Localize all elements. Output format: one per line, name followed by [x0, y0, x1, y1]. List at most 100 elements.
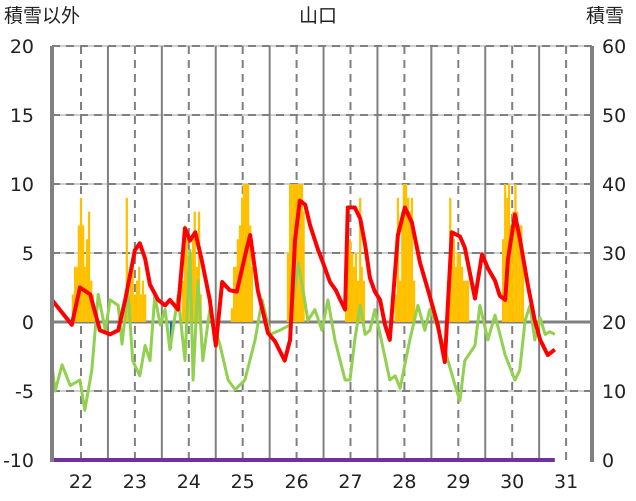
precip-bar [354, 253, 358, 322]
precip-bar [410, 197, 414, 322]
precip-bar [456, 253, 459, 322]
precip-bar [404, 184, 408, 322]
precip-bar [130, 280, 133, 322]
precip-bar [412, 280, 416, 322]
precip-bar [458, 253, 462, 322]
precip-bar [77, 225, 80, 322]
x-tick: 27 [338, 471, 362, 493]
precip-bar [298, 184, 301, 322]
precip-bar [85, 239, 89, 322]
green-line [50, 248, 556, 412]
x-tick: 26 [285, 471, 309, 493]
precip-bar [139, 294, 142, 322]
precip-bar [232, 266, 236, 322]
x-tick: 31 [554, 471, 578, 493]
precip-bar [135, 280, 139, 322]
precip-bar [452, 239, 456, 322]
precip-bar [466, 280, 470, 322]
precip-bar [131, 266, 134, 322]
x-tick: 22 [69, 471, 93, 493]
precip-bar [504, 184, 507, 322]
precip-bar [302, 211, 305, 322]
y-tick-right: 30 [602, 243, 626, 265]
precip-bar [300, 184, 304, 322]
precip-bar [518, 225, 521, 322]
precip-bar [450, 253, 453, 322]
precip-bar [350, 253, 354, 322]
precip-bar [193, 211, 196, 322]
precip-bar [133, 294, 137, 322]
precip-bar [185, 239, 188, 322]
y-tick-left: 10 [10, 174, 34, 196]
precip-bar [125, 197, 128, 322]
y-tick-right: 20 [602, 312, 626, 334]
precip-bar [230, 308, 234, 322]
x-tick: 30 [500, 471, 524, 493]
precip-bar [512, 211, 515, 322]
precip-bar [82, 225, 85, 322]
chart-title: 山口 [299, 5, 337, 27]
precip-bar [87, 211, 91, 322]
precip-bar [462, 280, 465, 322]
y-tick-left: -5 [15, 381, 34, 403]
y-tick-left: 20 [10, 36, 34, 58]
precip-bar [356, 280, 360, 322]
precip-bar [250, 266, 253, 322]
x-tick: 28 [392, 471, 416, 493]
precip-bar [138, 266, 141, 322]
x-tick: 25 [231, 471, 255, 493]
precip-bar [286, 253, 290, 322]
precip-bar [407, 197, 410, 322]
precip-bar [460, 266, 464, 322]
red-line [50, 198, 557, 364]
precip-bar [521, 253, 525, 322]
x-tick: 29 [446, 471, 470, 493]
precip-bar [359, 197, 362, 322]
precip-bar [509, 225, 513, 322]
precip-bar [501, 239, 505, 322]
precip-bar [515, 211, 519, 322]
y-tick-right: 60 [602, 36, 626, 58]
precip-bar [144, 294, 147, 322]
y-axis-right-label: 積雪 [586, 5, 624, 27]
precip-bar [520, 225, 523, 322]
precip-bar [402, 184, 405, 322]
precip-bar [246, 184, 250, 322]
precip-bar [235, 266, 238, 322]
precip-bar [71, 294, 75, 322]
y-tick-left: 5 [22, 243, 34, 265]
precip-bar [141, 280, 145, 322]
precip-bar [197, 211, 201, 322]
precip-bar [362, 280, 366, 322]
precip-bar [290, 184, 293, 322]
frame [50, 46, 594, 462]
precip-bar [408, 211, 411, 322]
lines [50, 198, 557, 462]
precip-bar [401, 211, 404, 322]
precip-bar [464, 280, 467, 322]
y-axis-left-label: 積雪以外 [4, 5, 80, 27]
precip-bar [398, 280, 402, 322]
precip-bar [79, 197, 83, 322]
y-tick-right: 0 [602, 450, 614, 472]
x-tick: 24 [177, 471, 201, 493]
precip-bar [289, 184, 292, 322]
precip-bar [83, 266, 86, 322]
precip-bar [360, 266, 363, 322]
x-tick: 23 [123, 471, 147, 493]
precip-bar [352, 266, 355, 322]
precip-bar [183, 225, 187, 322]
precip-bar [348, 239, 352, 322]
y-tick-left: 15 [10, 105, 34, 127]
y-tick-left: -10 [3, 450, 34, 472]
precip-bar [249, 225, 252, 322]
y-tick-right: 10 [602, 381, 626, 403]
precip-bar [191, 239, 195, 322]
precip-bar [181, 280, 184, 322]
precip-bar [296, 184, 299, 322]
y-tick-right: 40 [602, 174, 626, 196]
grid [52, 45, 592, 460]
precip-bar [394, 294, 397, 322]
